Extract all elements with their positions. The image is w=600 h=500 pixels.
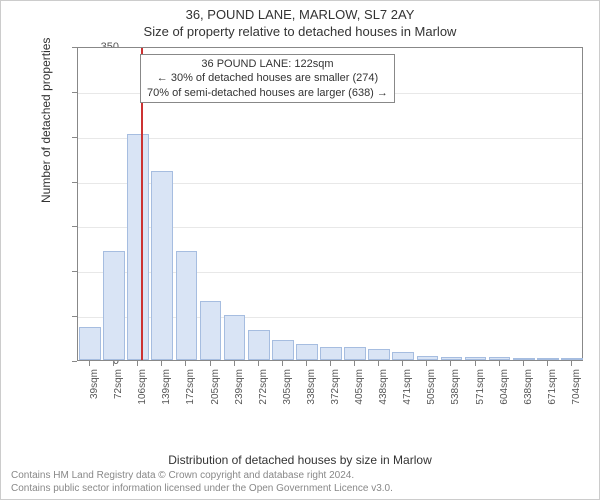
histogram-bar	[151, 171, 173, 360]
x-tick-mark	[547, 361, 548, 366]
x-tick-mark	[185, 361, 186, 366]
histogram-bar	[368, 349, 390, 360]
histogram-bar	[127, 134, 149, 360]
x-tick-mark	[258, 361, 259, 366]
x-tick-mark	[113, 361, 114, 366]
y-axis-label: Number of detached properties	[39, 38, 53, 203]
x-axis-label: Distribution of detached houses by size …	[1, 453, 599, 467]
x-tick-mark	[450, 361, 451, 366]
x-tick-mark	[378, 361, 379, 366]
plot-area: 36 POUND LANE: 122sqm← 30% of detached h…	[77, 47, 583, 361]
footer-attribution: Contains HM Land Registry data © Crown c…	[11, 469, 589, 495]
histogram-bar	[224, 315, 246, 360]
gridline	[78, 138, 582, 139]
x-tick-label: 139sqm	[161, 369, 172, 417]
annotation-line: ← 30% of detached houses are smaller (27…	[147, 71, 388, 85]
x-tick-mark	[354, 361, 355, 366]
x-tick-label: 471sqm	[402, 369, 413, 417]
x-tick-mark	[89, 361, 90, 366]
x-tick-mark	[137, 361, 138, 366]
x-tick-label: 671sqm	[547, 369, 558, 417]
histogram-bar	[392, 352, 414, 360]
x-tick-mark	[210, 361, 211, 366]
chart-wrap: Number of detached properties 0501001502…	[39, 43, 591, 411]
histogram-bar	[296, 344, 318, 360]
x-tick-mark	[571, 361, 572, 366]
footer-line2: Contains public sector information licen…	[11, 482, 589, 495]
x-tick-mark	[306, 361, 307, 366]
histogram-bar	[537, 358, 559, 360]
histogram-bar	[344, 347, 366, 360]
annotation-line: 70% of semi-detached houses are larger (…	[147, 86, 388, 100]
x-tick-mark	[402, 361, 403, 366]
x-tick-label: 538sqm	[450, 369, 461, 417]
x-tick-mark	[475, 361, 476, 366]
x-tick-mark	[523, 361, 524, 366]
x-tick-label: 239sqm	[234, 369, 245, 417]
title-subtitle: Size of property relative to detached ho…	[1, 22, 599, 41]
x-tick-label: 72sqm	[113, 369, 124, 417]
x-tick-mark	[330, 361, 331, 366]
x-tick-mark	[161, 361, 162, 366]
annotation-box: 36 POUND LANE: 122sqm← 30% of detached h…	[140, 54, 395, 103]
histogram-bar	[513, 358, 535, 360]
histogram-bar	[441, 357, 463, 360]
histogram-bar	[248, 330, 270, 360]
histogram-bar	[417, 356, 439, 360]
histogram-bar	[561, 358, 583, 360]
x-tick-mark	[282, 361, 283, 366]
x-tick-label: 372sqm	[330, 369, 341, 417]
y-tick-mark	[72, 361, 77, 362]
x-tick-label: 704sqm	[571, 369, 582, 417]
chart-container: 36, POUND LANE, MARLOW, SL7 2AY Size of …	[0, 0, 600, 500]
x-tick-label: 638sqm	[523, 369, 534, 417]
histogram-bar	[272, 340, 294, 360]
x-tick-label: 205sqm	[210, 369, 221, 417]
annotation-line: 36 POUND LANE: 122sqm	[147, 57, 388, 71]
x-tick-label: 305sqm	[282, 369, 293, 417]
x-tick-label: 505sqm	[426, 369, 437, 417]
histogram-bar	[465, 357, 487, 360]
x-tick-label: 571sqm	[475, 369, 486, 417]
x-tick-label: 106sqm	[137, 369, 148, 417]
histogram-bar	[320, 347, 342, 360]
x-tick-mark	[426, 361, 427, 366]
histogram-bar	[489, 357, 511, 360]
histogram-bar	[103, 251, 125, 360]
histogram-bar	[200, 301, 222, 360]
x-tick-mark	[234, 361, 235, 366]
x-tick-label: 438sqm	[378, 369, 389, 417]
histogram-bar	[79, 327, 101, 360]
x-tick-label: 604sqm	[499, 369, 510, 417]
x-tick-label: 338sqm	[306, 369, 317, 417]
x-tick-label: 39sqm	[89, 369, 100, 417]
histogram-bar	[176, 251, 198, 360]
title-address: 36, POUND LANE, MARLOW, SL7 2AY	[1, 1, 599, 22]
footer-line1: Contains HM Land Registry data © Crown c…	[11, 469, 589, 482]
x-tick-label: 172sqm	[185, 369, 196, 417]
x-tick-label: 272sqm	[258, 369, 269, 417]
x-tick-label: 405sqm	[354, 369, 365, 417]
x-tick-mark	[499, 361, 500, 366]
